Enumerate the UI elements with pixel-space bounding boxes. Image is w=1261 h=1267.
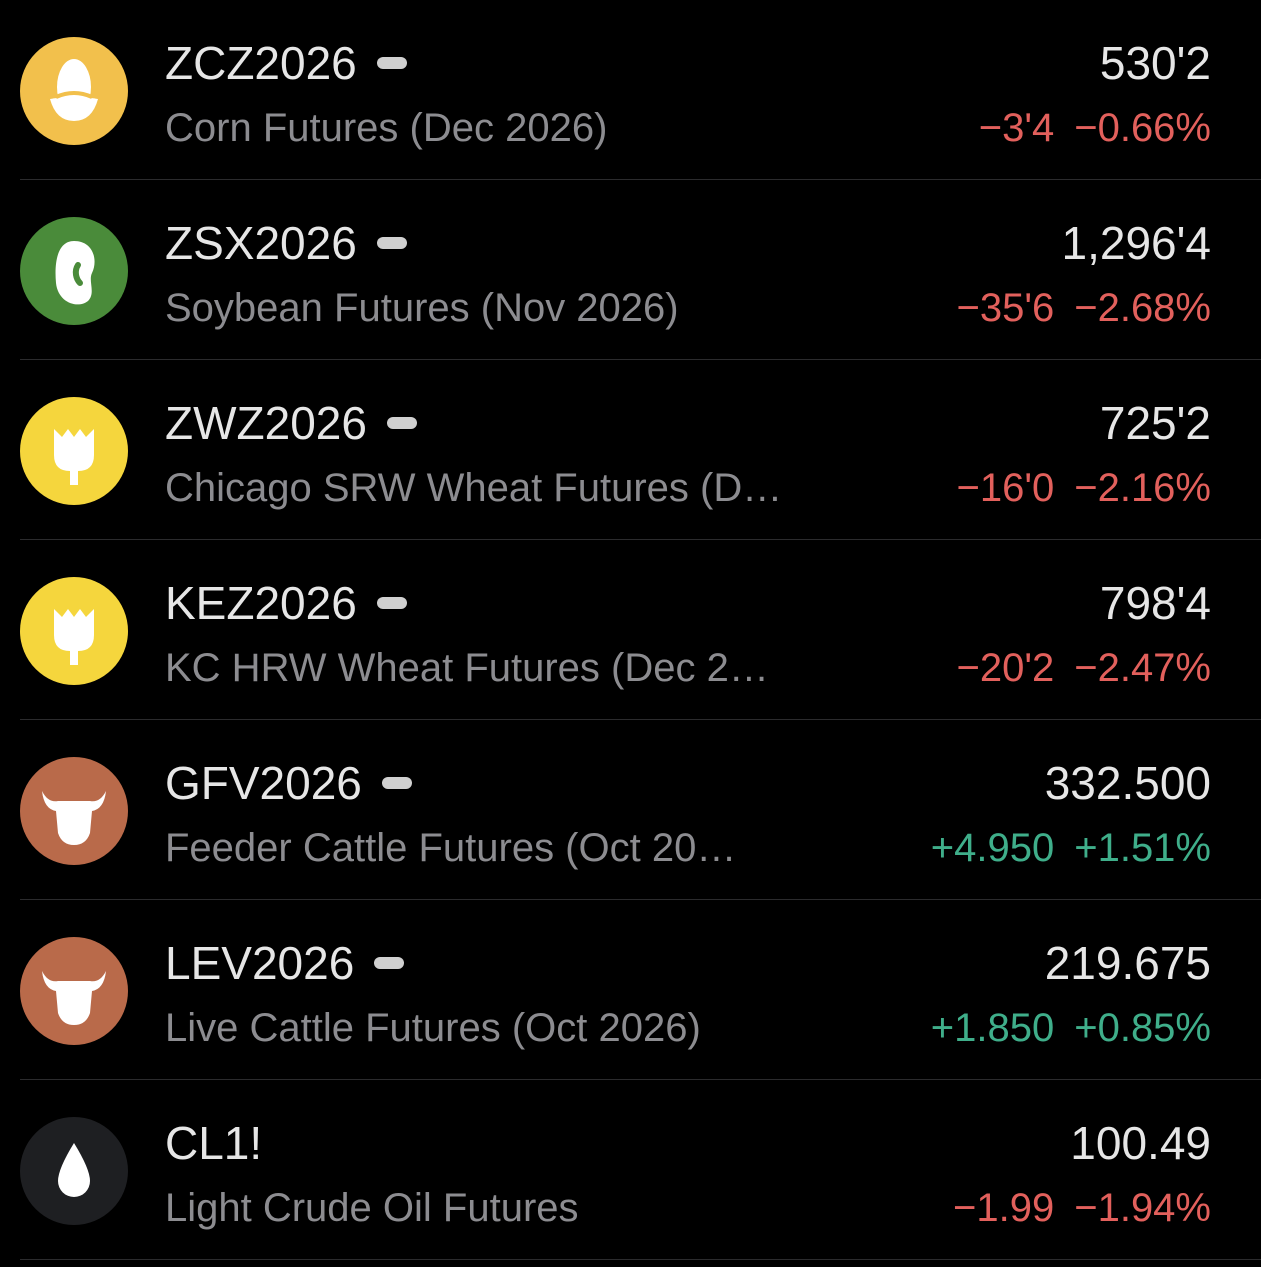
symbol-icon [20, 37, 128, 145]
instrument-name: Corn Futures (Dec 2026) [165, 106, 608, 150]
status-pill [386, 417, 417, 429]
price: 798'4 [1099, 577, 1211, 629]
price: 530'2 [1099, 37, 1211, 89]
change-value: −20'2 [956, 646, 1055, 690]
change-percent: −2.68% [1074, 286, 1211, 330]
ticker: ZCZ2026 [165, 37, 357, 89]
instrument-name: Soybean Futures (Nov 2026) [165, 286, 679, 330]
change-percent: +0.85% [1074, 1006, 1211, 1050]
symbol: GFV2026 [165, 756, 412, 810]
change-value: −35'6 [956, 286, 1055, 330]
instrument-name: Live Cattle Futures (Oct 2026) [165, 1006, 701, 1050]
symbol-icon [20, 397, 128, 505]
price: 725'2 [1099, 397, 1211, 449]
symbol-icon [20, 577, 128, 685]
symbol-icon [20, 217, 128, 325]
watchlist-row[interactable]: CL1! Light Crude Oil Futures 100.49 −1.99 −1… [20, 1080, 1261, 1260]
watchlist-row[interactable]: GFV2026 Feeder Cattle Futures (Oct 20… 332… [20, 720, 1261, 900]
symbol: KEZ2026 [165, 576, 407, 630]
change-percent: −2.16% [1074, 466, 1211, 510]
change-percent: +1.51% [1074, 826, 1211, 870]
symbol: ZCZ2026 [165, 36, 407, 90]
change: −20'2 −2.47% [956, 646, 1211, 691]
change: −16'0 −2.16% [956, 466, 1211, 511]
instrument-name: Light Crude Oil Futures [165, 1186, 579, 1230]
ticker: GFV2026 [165, 757, 362, 809]
change-value: +4.950 [930, 826, 1055, 870]
change-value: −1.99 [953, 1186, 1055, 1230]
ticker: LEV2026 [165, 937, 355, 989]
change-percent: −1.94% [1074, 1186, 1211, 1230]
ticker: KEZ2026 [165, 577, 357, 629]
instrument-name: KC HRW Wheat Futures (Dec 2… [165, 646, 769, 690]
change-percent: −2.47% [1074, 646, 1211, 690]
status-pill [381, 777, 412, 789]
watchlist-row[interactable]: KEZ2026 KC HRW Wheat Futures (Dec 2… 798'4… [20, 540, 1261, 720]
change: −35'6 −2.68% [956, 286, 1211, 331]
instrument-name: Chicago SRW Wheat Futures (D… [165, 466, 783, 510]
change-percent: −0.66% [1074, 106, 1211, 150]
watchlist-row[interactable]: LEV2026 Live Cattle Futures (Oct 2026) 219… [20, 900, 1261, 1080]
status-pill [374, 957, 405, 969]
price: 100.49 [1070, 1117, 1211, 1169]
change-value: −3'4 [978, 106, 1055, 150]
symbol-icon [20, 1117, 128, 1225]
change: −3'4 −0.66% [979, 106, 1211, 151]
change-value: +1.850 [930, 1006, 1055, 1050]
watchlist-row[interactable]: ZCZ2026 Corn Futures (Dec 2026) 530'2 −3'4−… [20, 0, 1261, 180]
status-pill [376, 237, 407, 249]
watchlist-row[interactable]: ZSX2026 Soybean Futures (Nov 2026) 1,296'4… [20, 180, 1261, 360]
symbol-icon [20, 757, 128, 865]
symbol: LEV2026 [165, 936, 405, 990]
change: −1.99 −1.94% [953, 1186, 1211, 1231]
change-value: −16'0 [956, 466, 1055, 510]
symbol: ZWZ2026 [165, 396, 417, 450]
watchlist-row[interactable]: ZWZ2026 Chicago SRW Wheat Futures (D… 725'… [20, 360, 1261, 540]
price: 332.500 [1044, 757, 1211, 809]
symbol: ZSX2026 [165, 216, 407, 270]
ticker: CL1! [165, 1117, 263, 1169]
instrument-name: Feeder Cattle Futures (Oct 20… [165, 826, 737, 870]
change: +1.850 +0.85% [931, 1006, 1211, 1051]
ticker: ZWZ2026 [165, 397, 367, 449]
price: 1,296'4 [1061, 217, 1211, 269]
status-pill [376, 57, 407, 69]
status-pill [376, 597, 407, 609]
price: 219.675 [1044, 937, 1211, 989]
symbol-icon [20, 937, 128, 1045]
change: +4.950 +1.51% [931, 826, 1211, 871]
ticker: ZSX2026 [165, 217, 357, 269]
symbol: CL1! [165, 1116, 262, 1170]
